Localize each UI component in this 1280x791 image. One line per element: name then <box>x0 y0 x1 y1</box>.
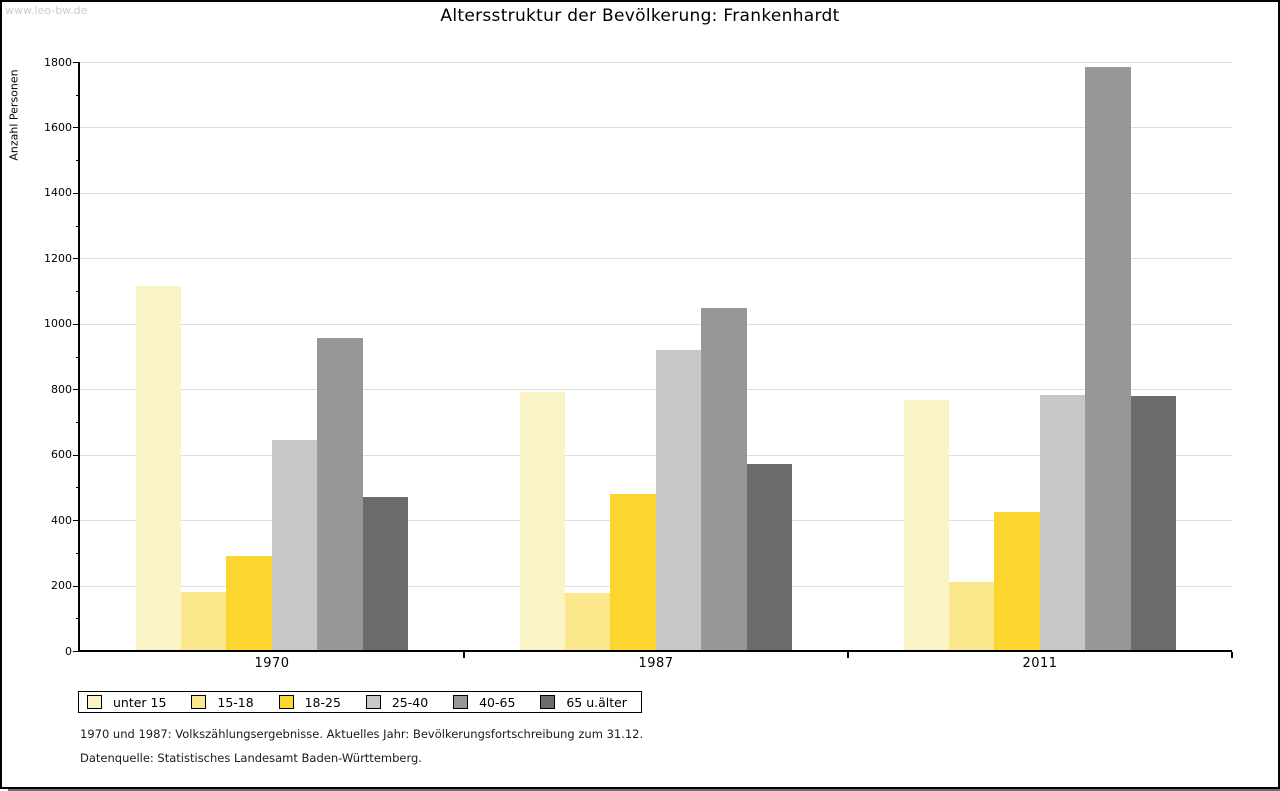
y-tick-label: 1600 <box>44 120 72 134</box>
y-minor-tick <box>76 618 80 619</box>
y-tick-label: 0 <box>65 644 72 658</box>
y-minor-tick <box>76 291 80 292</box>
bar-1987-40-65 <box>701 308 747 651</box>
gridline <box>80 127 1232 129</box>
legend-label: unter 15 <box>113 694 167 710</box>
y-major-tick <box>73 586 80 587</box>
legend-label: 40-65 <box>479 694 516 710</box>
legend-swatch <box>365 695 381 709</box>
chart-legend: unter 15 15-18 18-25 25-40 40-65 65 u.älter <box>78 691 642 713</box>
legend-swatch <box>453 695 469 709</box>
y-minor-tick <box>76 487 80 488</box>
bar-1970-unter-15 <box>135 285 181 651</box>
watermark: www.leo-bw.de <box>5 4 88 17</box>
y-axis-label: Anzahl Personen <box>7 69 21 161</box>
y-minor-tick <box>76 95 80 96</box>
legend-swatch <box>278 695 294 709</box>
legend-label: 15-18 <box>217 694 254 710</box>
gridline <box>80 62 1232 63</box>
footnote-data-source: Datenquelle: Statistisches Landesamt Bad… <box>80 751 422 765</box>
bar-2011-65-u.älter <box>1130 395 1176 651</box>
y-minor-tick <box>76 422 80 423</box>
x-axis-separator-tick <box>1231 652 1233 658</box>
gridline <box>80 323 1232 325</box>
y-tick-label: 400 <box>51 513 72 527</box>
bar-1987-25-40 <box>655 349 702 651</box>
footnote-source-note: 1970 und 1987: Volkszählungsergebnisse. … <box>80 727 644 741</box>
legend-swatch <box>87 695 102 709</box>
gridline <box>80 258 1232 260</box>
bar-1970-15-18 <box>181 592 227 651</box>
x-axis-separator-tick <box>847 652 849 658</box>
x-axis-separator-tick <box>463 652 465 658</box>
bar-1987-65-u.älter <box>746 464 792 651</box>
y-minor-tick <box>76 160 80 161</box>
y-major-tick <box>73 651 80 652</box>
x-tick-label: 1970 <box>254 656 290 671</box>
legend-item: unter 15 <box>87 695 166 710</box>
y-tick-label: 1800 <box>44 55 72 69</box>
y-tick-label: 1400 <box>44 186 72 200</box>
gridline <box>80 192 1232 194</box>
y-major-tick <box>73 455 80 456</box>
bar-1987-15-18 <box>565 593 611 651</box>
y-major-tick <box>73 62 80 63</box>
y-major-tick <box>73 389 80 390</box>
legend-item: 65 u.älter <box>540 695 627 710</box>
legend-item: 18-25 <box>278 694 341 710</box>
legend-item: 15-18 <box>191 694 254 710</box>
y-tick-label: 800 <box>51 382 72 396</box>
y-tick-label: 200 <box>51 579 72 593</box>
bar-2011-15-18 <box>949 582 995 651</box>
y-minor-tick <box>76 226 80 227</box>
legend-label: 25-40 <box>391 694 429 710</box>
legend-swatch <box>540 695 556 709</box>
bar-1987-18-25 <box>610 494 656 651</box>
bar-1970-65-u.älter <box>362 496 408 651</box>
bar-1970-25-40 <box>271 440 318 651</box>
bar-1970-18-25 <box>226 556 272 651</box>
bar-2011-40-65 <box>1085 66 1131 651</box>
y-tick-label: 600 <box>51 448 72 462</box>
legend-label: 18-25 <box>304 694 341 710</box>
y-minor-tick <box>76 553 80 554</box>
y-major-tick <box>73 258 80 259</box>
legend-label: 65 u.älter <box>566 694 627 710</box>
x-tick-label: 2011 <box>1022 656 1058 671</box>
y-tick-label: 1200 <box>44 251 72 265</box>
bar-2011-18-25 <box>994 511 1040 651</box>
legend-item: 40-65 <box>453 695 515 710</box>
y-major-tick <box>73 324 80 325</box>
bar-2011-25-40 <box>1039 395 1086 651</box>
y-major-tick <box>73 193 80 194</box>
bar-1987-unter-15 <box>519 391 565 651</box>
page-title: Altersstruktur der Bevölkerung: Frankenh… <box>440 6 840 26</box>
y-major-tick <box>73 127 80 128</box>
y-tick-label: 1000 <box>44 317 72 331</box>
bar-2011-unter-15 <box>903 399 949 651</box>
y-major-tick <box>73 520 80 521</box>
bar-1970-40-65 <box>317 338 363 651</box>
legend-swatch <box>191 695 207 709</box>
x-axis-line <box>78 650 1232 652</box>
legend-item: 25-40 <box>365 694 429 710</box>
x-tick-label: 1987 <box>638 656 674 671</box>
y-minor-tick <box>76 357 80 358</box>
bottom-edge-shadow <box>8 789 1280 791</box>
